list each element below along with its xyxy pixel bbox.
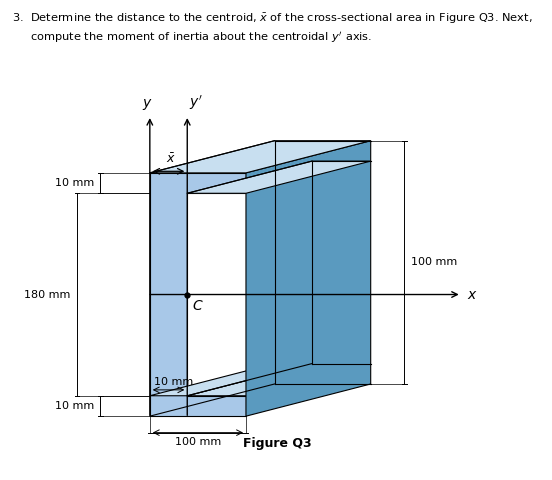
Polygon shape [150, 363, 312, 396]
Text: 3.  Determine the distance to the centroid, $\bar{x}$ of the cross-sectional are: 3. Determine the distance to the centroi… [12, 12, 533, 26]
Text: 10 mm: 10 mm [55, 178, 94, 188]
Text: compute the moment of inertia about the centroidal $y'$ axis.: compute the moment of inertia about the … [30, 30, 372, 45]
Polygon shape [150, 141, 371, 173]
Polygon shape [187, 363, 371, 396]
Text: 100 mm: 100 mm [175, 437, 221, 446]
Text: $x$: $x$ [467, 288, 477, 301]
Text: 10 mm: 10 mm [154, 377, 193, 387]
Text: Figure Q3: Figure Q3 [243, 437, 311, 450]
Text: 180 mm: 180 mm [24, 289, 71, 300]
Text: $C$: $C$ [193, 299, 204, 313]
Text: $y'$: $y'$ [189, 94, 203, 112]
Text: 10 mm: 10 mm [55, 401, 94, 411]
Text: $\bar{x}$: $\bar{x}$ [166, 153, 176, 166]
Polygon shape [150, 173, 246, 416]
Text: 100 mm: 100 mm [411, 257, 457, 267]
Text: $y$: $y$ [142, 97, 152, 112]
Polygon shape [187, 161, 371, 193]
Polygon shape [246, 141, 371, 416]
